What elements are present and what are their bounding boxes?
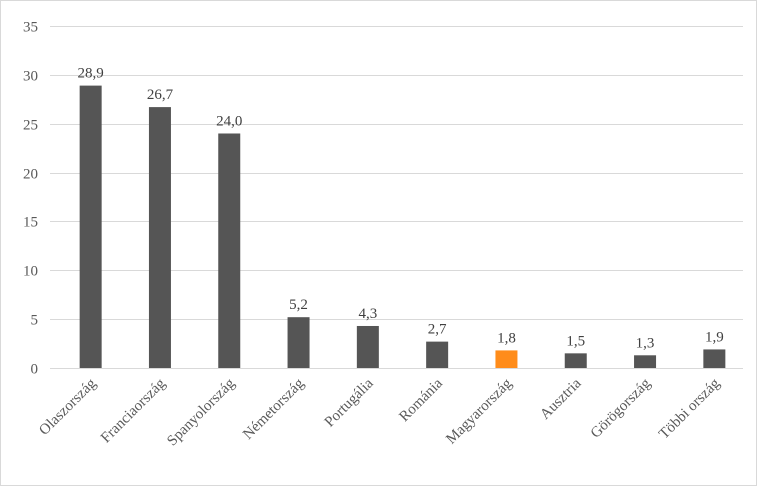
bar <box>703 349 726 368</box>
y-axis-ticks: 0 5 10 15 20 25 30 35 <box>23 20 38 378</box>
bar <box>495 350 518 368</box>
x-category-label: Németország <box>240 375 308 443</box>
data-label: 26,7 <box>147 87 174 103</box>
bar <box>426 341 449 368</box>
data-label: 4,3 <box>358 306 377 322</box>
data-label: 5,2 <box>289 297 308 313</box>
data-label: 24,0 <box>216 113 242 129</box>
data-label: 2,7 <box>428 322 447 338</box>
y-tick-label: 35 <box>23 20 38 36</box>
y-tick-label: 0 <box>31 362 39 378</box>
bars <box>79 85 726 369</box>
data-label: 1,5 <box>566 333 585 349</box>
bar <box>148 107 171 369</box>
x-category-label: Spanyolország <box>164 375 238 449</box>
y-tick-label: 30 <box>23 69 38 85</box>
y-tick-label: 20 <box>23 167 38 183</box>
bar <box>79 85 102 368</box>
x-category-label: Görögország <box>588 375 654 441</box>
y-tick-label: 10 <box>23 264 38 280</box>
y-tick-label: 5 <box>31 313 39 329</box>
bar <box>564 353 587 368</box>
data-labels: 28,9 26,7 24,0 5,2 4,3 2,7 1,8 1,5 1,3 1,9 <box>78 66 724 352</box>
data-label: 28,9 <box>78 66 104 82</box>
x-category-label: Franciaország <box>98 375 169 446</box>
y-tick-label: 15 <box>23 215 38 231</box>
data-label: 1,8 <box>497 330 516 346</box>
data-label: 1,3 <box>636 335 655 351</box>
x-category-label: Többi ország <box>656 375 723 442</box>
x-category-label: Románia <box>396 375 446 425</box>
bar <box>634 355 657 368</box>
x-category-label: Portugália <box>322 375 377 430</box>
y-tick-label: 25 <box>23 118 38 134</box>
x-category-label: Olaszország <box>36 375 99 438</box>
data-label: 1,9 <box>705 329 724 345</box>
bar <box>218 133 241 368</box>
bar <box>287 317 310 368</box>
x-category-label: Magyarország <box>443 375 515 447</box>
x-category-label: Ausztria <box>537 375 584 422</box>
bar <box>356 325 379 368</box>
